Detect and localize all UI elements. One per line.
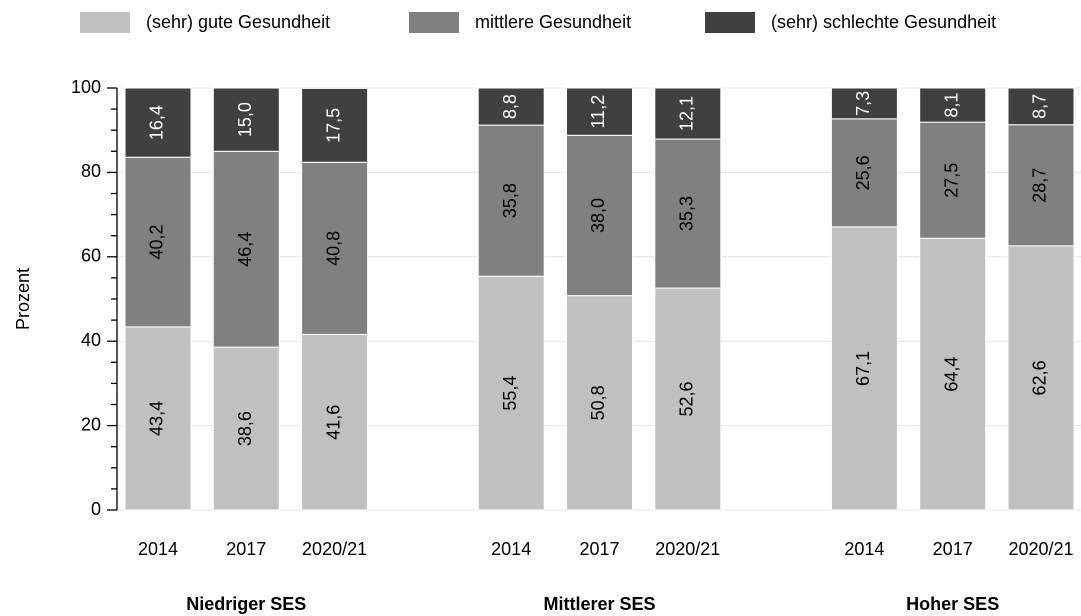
value-label: 28,7 [1030,168,1050,203]
bar-segment [919,121,987,239]
x-tick-label: 2020/21 [655,539,720,559]
y-axis-label: Prozent [13,268,33,330]
bar-segment [830,118,898,228]
bar-segment [124,326,192,511]
bar-segment [919,237,987,511]
y-tick-label: 0 [91,499,101,519]
x-tick-label: 2020/21 [302,539,367,559]
value-label: 38,0 [588,198,608,233]
value-label: 12,1 [677,96,697,131]
legend-label: (sehr) schlechte Gesundheit [771,12,996,32]
value-label: 40,2 [147,225,167,260]
group-label: Mittlerer SES [543,594,655,614]
x-tick-label: 2017 [226,539,266,559]
value-label: 7,3 [853,91,873,116]
value-label: 50,8 [588,385,608,420]
value-label: 46,4 [235,232,255,267]
x-tick-label: 2020/21 [1008,539,1073,559]
x-tick-label: 2014 [491,539,531,559]
group-label: Hoher SES [906,594,999,614]
bar-segment [654,287,722,511]
bar-segment [566,134,633,297]
value-label: 62,6 [1030,360,1050,395]
bar-segment [1007,245,1075,511]
bar-segment [301,333,369,511]
bar-segment [919,87,987,123]
bar-segment [830,87,898,120]
bar-segment [566,295,633,511]
legend-swatch [409,12,459,33]
x-tick-label: 2014 [844,539,884,559]
value-label: 35,3 [677,196,697,231]
value-label: 67,1 [853,351,873,386]
legend-swatch [80,12,130,33]
value-label: 43,4 [147,401,167,436]
bar-segment [301,87,369,163]
value-label: 38,6 [235,411,255,446]
y-tick-label: 60 [81,246,101,266]
value-label: 40,8 [323,231,343,266]
y-tick-label: 80 [81,161,101,181]
legend-label: mittlere Gesundheit [475,12,631,32]
value-label: 16,4 [147,105,167,140]
bar-segment [654,138,722,289]
value-label: 8,7 [1030,94,1050,119]
bar-segment [477,275,545,511]
value-label: 41,6 [323,405,343,440]
y-tick-label: 100 [71,77,101,97]
bar-segment [1007,87,1075,126]
value-label: 25,6 [853,155,873,190]
bar-segment [477,87,545,126]
value-label: 8,1 [941,93,961,118]
value-label: 27,5 [941,163,961,198]
x-tick-label: 2017 [579,539,619,559]
bar-segment [1007,124,1075,247]
x-tick-label: 2014 [138,539,178,559]
y-tick-label: 20 [81,414,101,434]
value-label: 15,0 [235,102,255,137]
value-label: 52,6 [677,381,697,416]
bar-segment [477,124,545,277]
bar-segment [124,87,192,158]
value-label: 55,4 [500,376,520,411]
value-label: 17,5 [323,108,343,143]
y-tick-label: 40 [81,330,101,350]
bar-segment [124,156,192,328]
legend-swatch [705,12,755,33]
value-label: 11,2 [588,95,608,129]
group-label: Niedriger SES [186,594,306,614]
bar-segment [212,87,280,152]
value-label: 8,8 [500,94,520,119]
legend-label: (sehr) gute Gesundheit [146,12,330,32]
bar-segment [566,87,633,136]
bar-segment [830,226,898,511]
value-label: 35,8 [500,183,520,218]
bar-segment [212,150,280,348]
value-label: 64,4 [941,357,961,392]
x-tick-label: 2017 [933,539,973,559]
bar-segment [301,161,369,335]
bar-segment [654,87,722,140]
